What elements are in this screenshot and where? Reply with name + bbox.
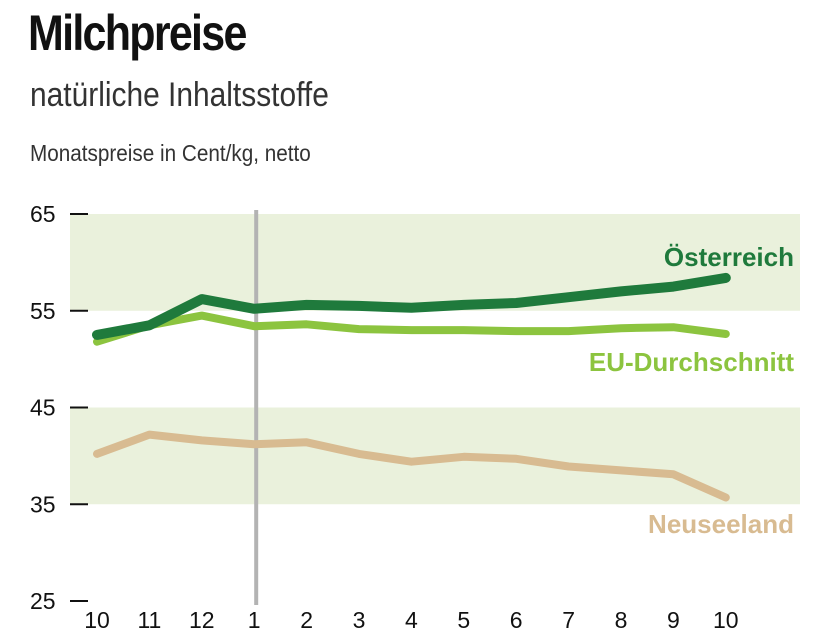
x-tick-label-7: 5	[457, 607, 470, 633]
series-line-neuseeland	[93, 430, 730, 502]
x-tick-label-11: 9	[667, 607, 680, 633]
x-tick-label-0: 10	[84, 607, 110, 633]
x-tick-label-2: 12	[189, 607, 215, 633]
x-tick-label-10: 8	[615, 607, 628, 633]
y-tick-label-1: 55	[30, 298, 56, 324]
y-tick-label-3: 35	[30, 491, 56, 517]
x-tick-label-6: 4	[405, 607, 418, 633]
x-tick-label-3: 1	[248, 607, 261, 633]
series-labels: Österreich EU-Durchschnitt Neuseeland	[589, 242, 794, 539]
x-tick-label-9: 7	[562, 607, 575, 633]
x-tick-label-4: 2	[300, 607, 313, 633]
background-bands	[70, 214, 800, 505]
x-tick-label-8: 6	[510, 607, 523, 633]
series-label-0: Österreich	[664, 242, 794, 272]
background-band-1	[70, 214, 800, 311]
series-line-eu-durchschnitt	[93, 311, 730, 346]
x-tick-label-1: 11	[137, 607, 161, 633]
series-label-1: EU-Durchschnitt	[589, 347, 794, 377]
chart-subtitle: natürliche Inhaltsstoffe	[30, 76, 329, 114]
chart-title: Milchpreise	[28, 5, 247, 61]
unit-note: Monatspreise in Cent/kg, netto	[30, 140, 311, 166]
series-line--sterreich	[92, 272, 731, 340]
x-tick-label-12: 10	[713, 607, 739, 633]
series-lines	[92, 272, 731, 502]
y-tick-label-0: 65	[30, 201, 56, 227]
y-tick-label-2: 45	[30, 395, 56, 421]
x-tick-label-5: 3	[353, 607, 366, 633]
y-tick-label-4: 25	[30, 588, 56, 614]
series-label-2: Neuseeland	[648, 509, 794, 539]
